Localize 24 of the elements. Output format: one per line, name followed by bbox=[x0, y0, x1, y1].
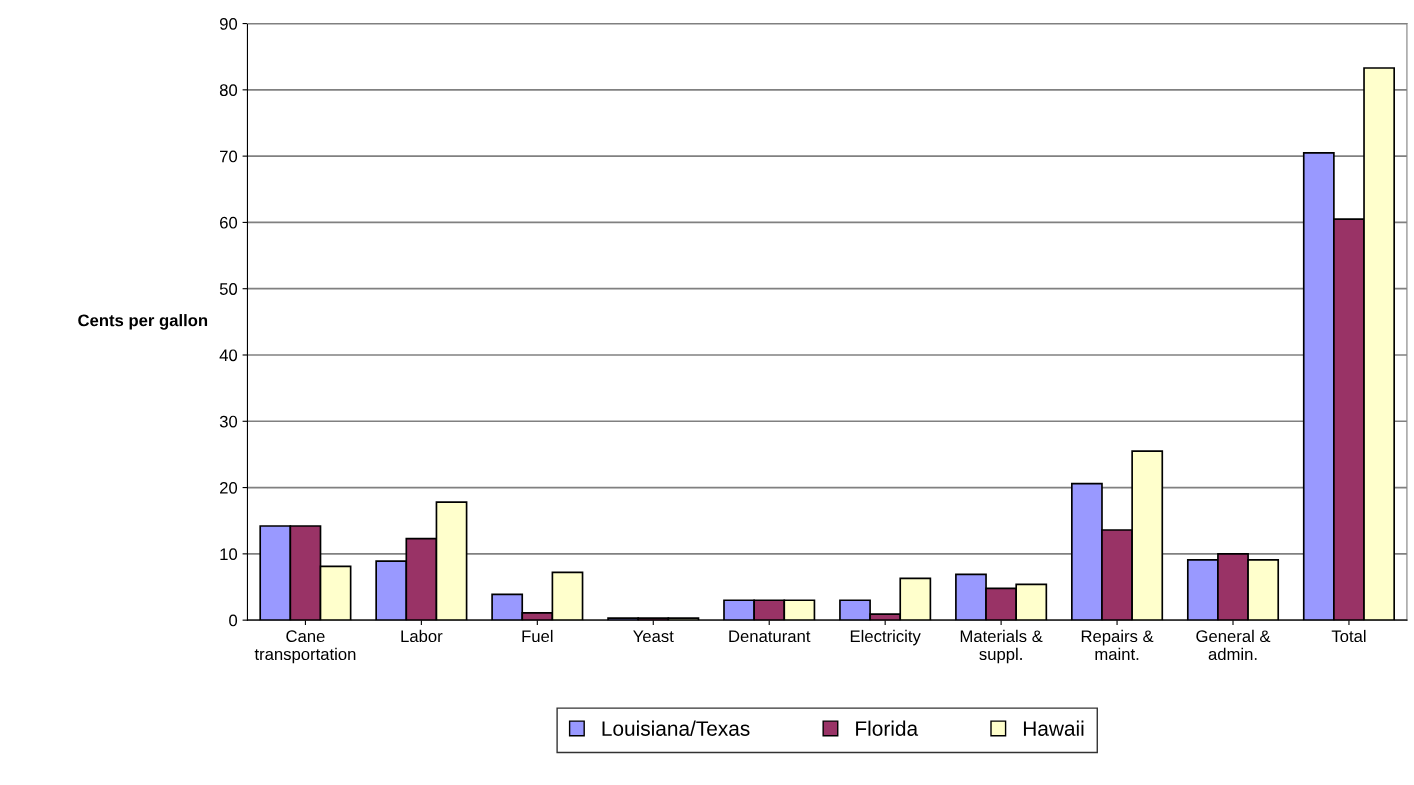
x-tick-label: Yeast bbox=[633, 630, 674, 643]
legend-label: Louisiana/Texas bbox=[602, 720, 750, 736]
x-tick-label: General & admin. bbox=[1196, 629, 1271, 661]
x-tick-label: Labor bbox=[401, 629, 443, 643]
y-tick-label: 20 bbox=[220, 481, 238, 494]
legend-label: Florida bbox=[856, 720, 919, 736]
y-tick-label: 50 bbox=[219, 283, 238, 295]
y-tick-label: 10 bbox=[220, 548, 238, 561]
y-tick-label: 80 bbox=[219, 84, 238, 97]
x-tick-label: Cane transportation bbox=[254, 630, 356, 664]
y-tick-label: 70 bbox=[220, 150, 238, 163]
x-tick-label: Materials & suppl. bbox=[960, 629, 1043, 664]
x-tick-label: Repairs & maint. bbox=[1081, 629, 1154, 661]
x-tick-label: Total bbox=[1331, 629, 1366, 643]
x-tick-label: Fuel bbox=[522, 629, 553, 643]
x-tick-label: Denaturant bbox=[729, 630, 811, 643]
y-tick-label: 0 bbox=[229, 614, 238, 627]
legend-label: Hawaii bbox=[1023, 720, 1084, 736]
y-tick-label: 40 bbox=[219, 349, 238, 362]
y-axis-title: Cents per gallon bbox=[78, 314, 208, 330]
y-tick-label: 30 bbox=[219, 415, 238, 428]
y-tick-label: 60 bbox=[220, 216, 238, 229]
y-tick-label: 90 bbox=[219, 17, 238, 30]
x-tick-label: Electricity bbox=[850, 629, 921, 646]
